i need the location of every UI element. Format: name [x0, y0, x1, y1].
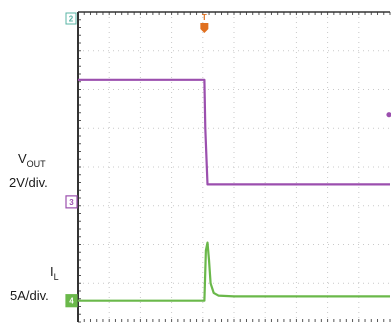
ch3-marker: 3 [65, 195, 78, 209]
vout-scale-label: 2V/div. [9, 175, 48, 190]
marker-label: 4 [69, 297, 74, 306]
grid [77, 11, 391, 323]
markers: 3 4 2 T [65, 12, 391, 308]
trigger-arrow [200, 23, 209, 33]
ch4-marker: 4 [65, 294, 78, 308]
marker-box [65, 294, 78, 308]
trigger-label: T [202, 13, 207, 22]
il-label: IL [50, 264, 59, 282]
marker-box [65, 195, 78, 209]
marker-label: 2 [69, 15, 74, 24]
vout-edge-dot [386, 112, 391, 118]
vout-trace [78, 78, 390, 186]
il-trace [78, 241, 390, 302]
il-scale-label: 5A/div. [10, 288, 49, 303]
traces [78, 78, 390, 302]
marker-box [65, 12, 77, 25]
marker-label: 3 [69, 198, 74, 207]
trigger-marker: T [200, 13, 209, 33]
vout-label: VOUT [18, 151, 46, 169]
ch2-marker: 2 [65, 12, 77, 25]
